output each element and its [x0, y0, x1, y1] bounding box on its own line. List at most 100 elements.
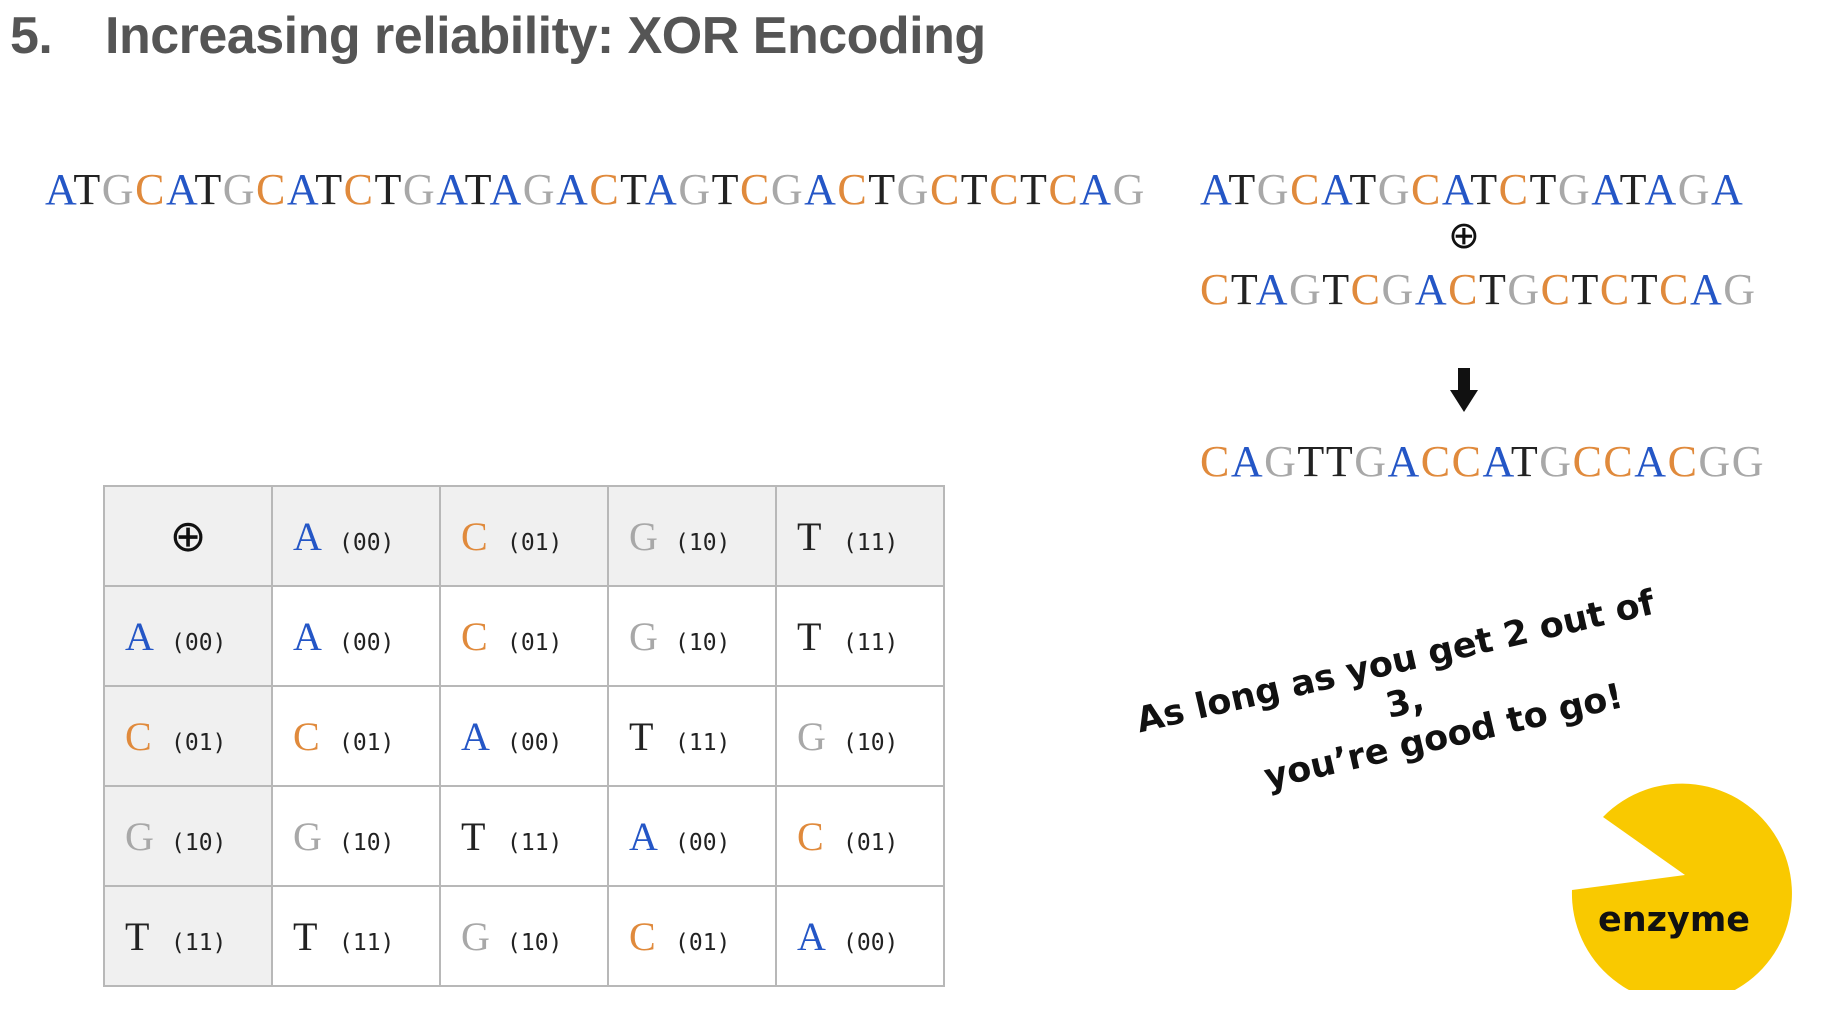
nucleotide-A: A [165, 165, 195, 214]
nucleotide-A: A [1414, 265, 1449, 314]
cell-code: (11) [843, 529, 899, 556]
nucleotide-C: C [1498, 165, 1530, 214]
cell-code: (10) [507, 929, 563, 956]
table-cell: T (11) [439, 785, 609, 887]
row-header: A (00) [103, 585, 273, 687]
nucleotide-A: A [1230, 437, 1265, 486]
nucleotide-A: A [1689, 265, 1724, 314]
cell-letter: T [293, 913, 318, 959]
cell-letter: G [797, 713, 826, 759]
nucleotide-A: A [1482, 437, 1511, 486]
page-title: 5. Increasing reliability: XOR Encoding [10, 6, 986, 66]
table-header-row: ⊕ A (00) C (01) G (10) T (11) [103, 485, 945, 587]
nucleotide-T: T [1325, 437, 1355, 486]
nucleotide-T: T [1571, 265, 1600, 314]
nucleotide-A: A [1255, 265, 1289, 314]
row-header: G (10) [103, 785, 273, 887]
cell-code: (00) [339, 529, 395, 556]
table-cell: G (10) [271, 785, 441, 887]
table-cell: C (01) [271, 685, 441, 787]
nucleotide-T: T [620, 165, 646, 214]
nucleotide-A: A [645, 165, 679, 214]
cell-code: (00) [843, 929, 899, 956]
nucleotide-G: G [1698, 437, 1732, 486]
nucleotide-T: T [868, 165, 897, 214]
nucleotide-T: T [1322, 265, 1351, 314]
table-cell: C (01) [775, 785, 945, 887]
nucleotide-A: A [1644, 165, 1678, 214]
cell-letter: G [293, 813, 322, 859]
cell-letter: A [125, 613, 154, 659]
cell-letter: G [461, 913, 490, 959]
table-row: G (10) G (10) T (11) A (00) C (01) [103, 785, 945, 887]
cell-letter: C [461, 613, 488, 659]
column-header: T (11) [775, 485, 945, 587]
cell-code: (11) [171, 929, 227, 956]
table-cell: T (11) [271, 885, 441, 987]
nucleotide-G: G [1677, 165, 1712, 214]
cell-letter: A [461, 713, 490, 759]
nucleotide-A: A [1320, 165, 1350, 214]
nucleotide-T: T [315, 165, 344, 214]
nucleotide-C: C [929, 165, 961, 214]
cell-code: (01) [843, 829, 899, 856]
nucleotide-T: T [1630, 265, 1660, 314]
nucleotide-T: T [1020, 165, 1049, 214]
nucleotide-T: T [1228, 165, 1257, 214]
cell-code: (01) [339, 729, 395, 756]
nucleotide-C: C [1572, 437, 1604, 486]
cell-letter: C [629, 913, 656, 959]
nucleotide-C: C [1667, 437, 1699, 486]
nucleotide-G: G [1112, 165, 1146, 214]
cell-letter: T [797, 513, 822, 559]
table-cell: C (01) [607, 885, 777, 987]
cell-code: (00) [507, 729, 563, 756]
nucleotide-C: C [1048, 165, 1080, 214]
nucleotide-C: C [1200, 265, 1231, 314]
nucleotide-G: G [1289, 265, 1323, 314]
cell-letter: A [293, 513, 322, 559]
cell-letter: A [629, 813, 658, 859]
nucleotide-G: G [1381, 265, 1415, 314]
table-cell: G (10) [775, 685, 945, 787]
table-cell: T (11) [607, 685, 777, 787]
cell-letter: C [461, 513, 488, 559]
nucleotide-T: T [464, 165, 490, 214]
nucleotide-A: A [1591, 165, 1620, 214]
nucleotide-A: A [1634, 437, 1668, 486]
nucleotide-C: C [1659, 265, 1690, 314]
nucleotide-C: C [1420, 437, 1452, 486]
cell-code: (01) [507, 529, 563, 556]
title-text: Increasing reliability: XOR Encoding [105, 7, 986, 65]
nucleotide-C: C [739, 165, 771, 214]
table-row: C (01) C (01) A (00) T (11) G (10) [103, 685, 945, 787]
nucleotide-C: C [1350, 265, 1382, 314]
nucleotide-G: G [101, 165, 136, 214]
nucleotide-C: C [1599, 265, 1631, 314]
cell-letter: C [797, 813, 824, 859]
nucleotide-C: C [1411, 165, 1442, 214]
table-row: T (11) T (11) G (10) C (01) A (00) [103, 885, 945, 987]
xor-table: ⊕ A (00) C (01) G (10) T (11) A (00) A (00) C (01) G (10… [103, 485, 945, 987]
full-sequence: ATGCATGCATCTGATAGACTAGTCGACTGCTCTCAG [45, 168, 1146, 212]
cell-code: (01) [507, 629, 563, 656]
nucleotide-G: G [402, 165, 437, 214]
nucleotide-C: C [1448, 265, 1479, 314]
nucleotide-A: A [1441, 165, 1471, 214]
nucleotide-T: T [1297, 437, 1326, 486]
cell-letter: G [125, 813, 154, 859]
cell-letter: T [629, 713, 654, 759]
nucleotide-T: T [1529, 165, 1558, 214]
row-header: T (11) [103, 885, 273, 987]
row-header: C (01) [103, 685, 273, 787]
xor-symbol: ⊕ [1448, 213, 1480, 257]
second-half-sequence: CTAGTCGACTGCTCTCAG [1200, 268, 1757, 312]
nucleotide-A: A [436, 165, 465, 214]
table-cell: A (00) [271, 585, 441, 687]
table-cell: G (10) [607, 585, 777, 687]
xor-corner-symbol: ⊕ [103, 485, 273, 587]
cell-code: (11) [507, 829, 563, 856]
table-cell: A (00) [439, 685, 609, 787]
nucleotide-G: G [1723, 265, 1757, 314]
table-cell: A (00) [607, 785, 777, 887]
